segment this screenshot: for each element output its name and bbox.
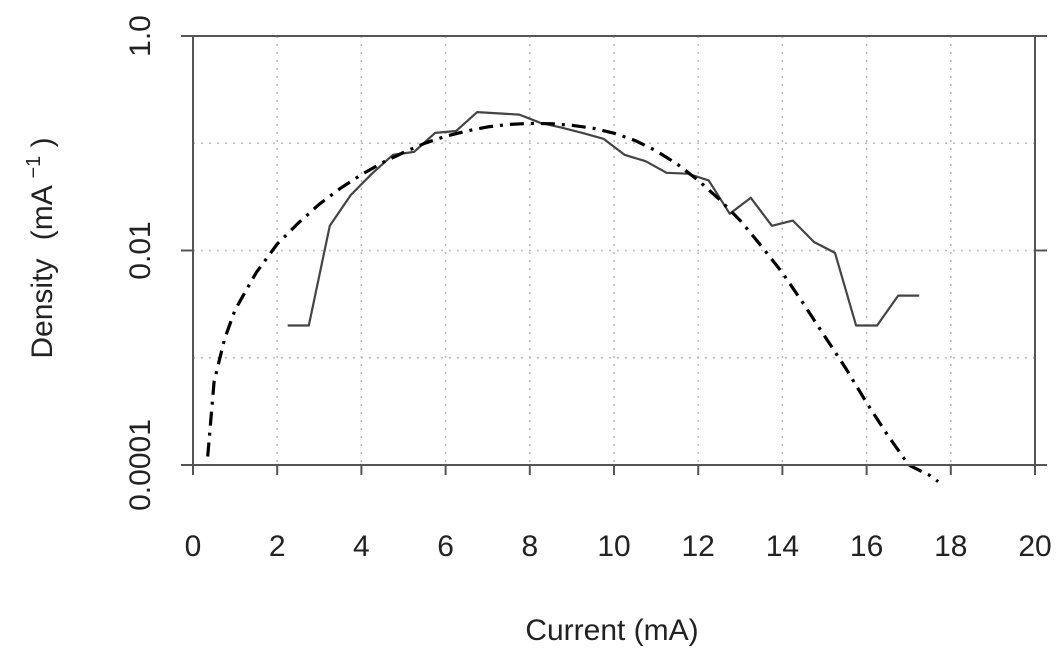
y-tick-label-1: 0.01 bbox=[124, 221, 157, 279]
x-tick-label-9: 18 bbox=[934, 530, 967, 563]
series-group bbox=[206, 110, 940, 483]
x-tick-label-6: 12 bbox=[682, 530, 715, 563]
y-tick-label-0: 0.0001 bbox=[124, 419, 157, 511]
y-axis: 0.0001 0.01 1.0 bbox=[124, 15, 1047, 511]
grid-lines bbox=[193, 36, 1035, 465]
x-tick-label-4: 8 bbox=[521, 530, 538, 563]
y-axis-unit-exponent: −1 bbox=[23, 156, 45, 179]
y-axis-title-text: Density bbox=[26, 259, 59, 359]
y-axis-title: Density (mA −1 ) bbox=[14, 137, 59, 358]
x-tick-label-5: 10 bbox=[597, 530, 630, 563]
x-tick-label-1: 2 bbox=[269, 530, 286, 563]
x-tick-label-8: 16 bbox=[850, 530, 883, 563]
x-axis: 0 2 4 6 8 10 12 14 16 18 20 bbox=[185, 465, 1052, 563]
series-line-0 bbox=[287, 110, 920, 327]
series-line-1 bbox=[206, 121, 940, 483]
y-axis-unit-open: (mA bbox=[26, 185, 59, 240]
y-tick-label-2: 1.0 bbox=[124, 15, 157, 57]
x-tick-label-3: 6 bbox=[437, 530, 454, 563]
x-axis-title: Current (mA) bbox=[525, 614, 698, 647]
x-tick-label-10: 20 bbox=[1018, 530, 1051, 563]
x-tick-label-2: 4 bbox=[353, 530, 370, 563]
y-axis-unit-close: ) bbox=[26, 137, 59, 147]
x-tick-label-7: 14 bbox=[766, 530, 799, 563]
x-tick-label-0: 0 bbox=[185, 530, 202, 563]
